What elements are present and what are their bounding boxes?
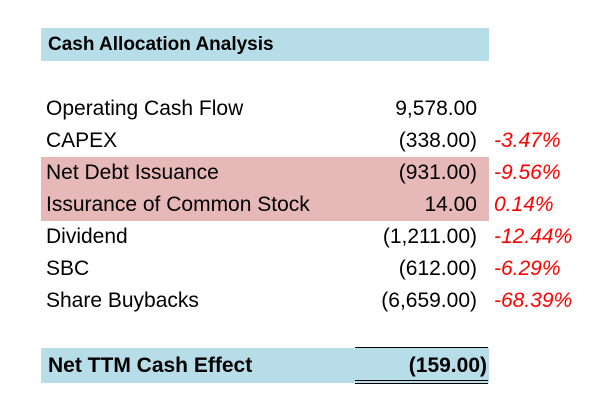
row-pct-share-buybacks: -68.39% xyxy=(494,289,573,312)
row-value-capex: (338.00) xyxy=(398,129,477,152)
row-label-operating-cash-flow: Operating Cash Flow xyxy=(46,97,244,120)
row-label-common-stock: Issurance of Common Stock xyxy=(46,193,310,216)
row-pct-dividend: -12.44% xyxy=(494,225,573,248)
row-pct-net-debt-issuance: -9.56% xyxy=(494,161,561,184)
sheet-title: Cash Allocation Analysis xyxy=(48,34,274,55)
total-double-rule-1 xyxy=(355,380,488,381)
row-label-sbc: SBC xyxy=(46,257,90,280)
highlight-row-net-debt xyxy=(41,157,489,189)
total-label: Net TTM Cash Effect xyxy=(48,354,253,377)
row-value-share-buybacks: (6,659.00) xyxy=(381,289,477,312)
total-top-rule xyxy=(355,347,488,348)
row-label-dividend: Dividend xyxy=(46,225,128,248)
total-double-rule-2 xyxy=(355,383,488,384)
title-band xyxy=(41,28,489,61)
row-label-share-buybacks: Share Buybacks xyxy=(46,289,199,312)
highlight-row-common-stock xyxy=(41,189,489,221)
total-value: (159.00) xyxy=(408,354,487,377)
total-band xyxy=(41,348,489,383)
row-label-capex: CAPEX xyxy=(46,129,118,152)
row-label-net-debt-issuance: Net Debt Issuance xyxy=(46,161,219,184)
row-value-net-debt-issuance: (931.00) xyxy=(398,161,477,184)
row-value-dividend: (1,211.00) xyxy=(382,225,477,248)
row-value-common-stock: 14.00 xyxy=(424,193,477,216)
row-value-operating-cash-flow: 9,578.00 xyxy=(395,97,477,120)
row-pct-common-stock: 0.14% xyxy=(494,193,554,216)
row-pct-capex: -3.47% xyxy=(494,129,561,152)
row-value-sbc: (612.00) xyxy=(398,257,477,280)
row-pct-sbc: -6.29% xyxy=(494,257,561,280)
